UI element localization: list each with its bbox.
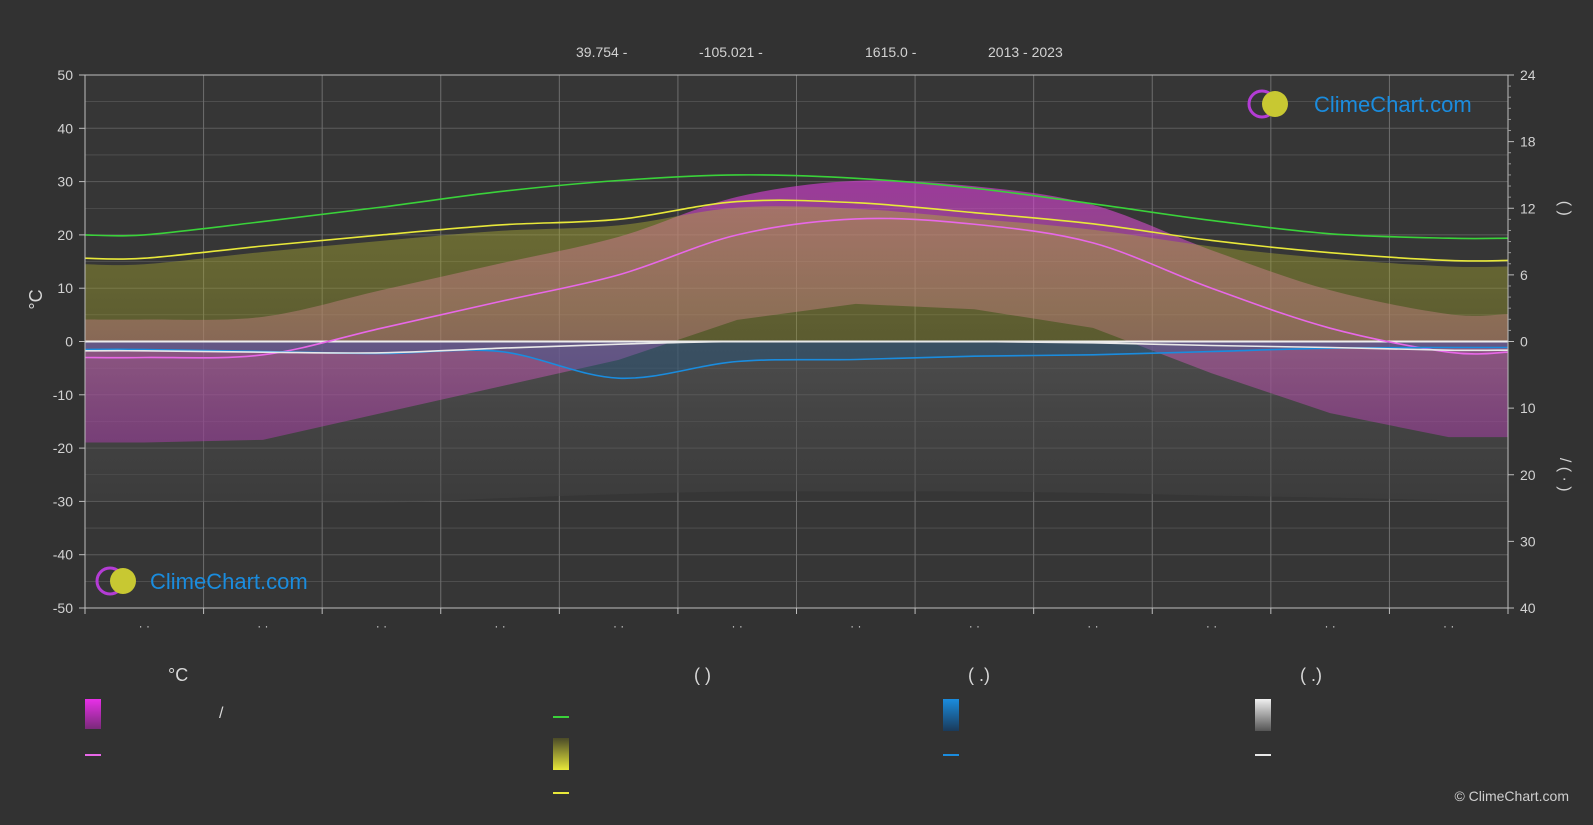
- sunshine-line: [84, 174, 1509, 240]
- temperature-mean-line: [84, 217, 1509, 359]
- x-tick-label: · ·: [850, 619, 861, 633]
- axes: 50 40 30 20 10 0 -10 -20 -30 -40 -50 °C 24 18 12 6 0 10 20…: [26, 67, 1573, 633]
- data-lines: [84, 174, 1509, 380]
- header-elevation: 1615.0 -: [865, 44, 917, 60]
- legend-line-temp-mean: [85, 754, 101, 756]
- y-left-axis-label: °C: [26, 289, 46, 309]
- header-latitude: 39.754 -: [576, 44, 628, 60]
- x-tick-label: · ·: [376, 619, 387, 633]
- legend-swatch-snow: [1255, 699, 1271, 731]
- y-left-tick-label: -20: [53, 440, 73, 456]
- header-longitude: -105.021 -: [699, 44, 763, 60]
- x-tick-label: · ·: [257, 619, 268, 633]
- logo-sun-icon: [110, 568, 136, 594]
- y-right-bottom-axis-label: / ( · ): [1556, 458, 1573, 492]
- legend-header-rain: ( .): [968, 665, 990, 685]
- y-left-tick-label: -30: [53, 493, 73, 509]
- legend-header-snow: ( .): [1300, 665, 1322, 685]
- daylight-line: [84, 199, 1509, 262]
- header-years: 2013 - 2023: [988, 44, 1063, 60]
- logo-top: ClimeChart.com: [1247, 89, 1472, 119]
- y-right-bottom-tick-label: 30: [1520, 533, 1536, 549]
- x-tick-label: · ·: [969, 619, 980, 633]
- y-right-top-tick-label: 6: [1520, 267, 1528, 283]
- legend-header-sun: ( ): [694, 665, 711, 685]
- x-tick-label: · ·: [1087, 619, 1098, 633]
- x-tick-label: · ·: [494, 619, 505, 633]
- logo-sun-icon: [1262, 91, 1288, 117]
- y-right-top-tick-label: 24: [1520, 67, 1536, 83]
- y-left-tick-label: 20: [57, 227, 73, 243]
- y-right-top-axis-label: ( ): [1556, 201, 1573, 216]
- y-left-tick-label: -50: [53, 600, 73, 616]
- x-tick-label: · ·: [732, 619, 743, 633]
- data-bands: [85, 180, 1508, 504]
- snow-line: [84, 340, 1509, 354]
- x-tick-label: · ·: [139, 619, 150, 633]
- daylight-band: [85, 206, 1508, 342]
- x-tick-label: · ·: [613, 619, 624, 633]
- legend-line-daylight: [553, 792, 569, 794]
- y-left-tick-label: 10: [57, 280, 73, 296]
- y-left-tick-label: 30: [57, 174, 73, 190]
- legend-header-temperature: °C: [168, 665, 189, 685]
- legend-swatch-temp-range: [85, 699, 101, 729]
- y-left-tick-label: -40: [53, 547, 73, 563]
- y-left-tick-label: -10: [53, 387, 73, 403]
- legend-line-rain: [943, 754, 959, 756]
- legend-swatch-daylight: [553, 738, 569, 770]
- legend-line-sunshine: [553, 716, 569, 718]
- y-right-top-tick-label: 0: [1520, 334, 1528, 350]
- x-tick-label: · ·: [1206, 619, 1217, 633]
- x-tick-label: · ·: [1324, 619, 1335, 633]
- logo-bottom: ClimeChart.com: [95, 566, 308, 596]
- climate-chart: 50 40 30 20 10 0 -10 -20 -30 -40 -50 °C 24 18 12 6 0 10 20…: [26, 67, 1573, 633]
- logo-top-text: ClimeChart.com: [1314, 92, 1472, 117]
- y-right-top-tick-label: 12: [1520, 200, 1536, 216]
- y-right-top-tick-label: 18: [1520, 134, 1536, 150]
- y-right-bottom-tick-label: 20: [1520, 467, 1536, 483]
- x-tick-label: · ·: [1443, 619, 1454, 633]
- legend-line-snow: [1255, 754, 1271, 756]
- logo-bottom-text: ClimeChart.com: [150, 569, 308, 594]
- y-left-tick-label: 40: [57, 120, 73, 136]
- y-left-tick-label: 0: [65, 334, 73, 350]
- y-right-bottom-tick-label: 40: [1520, 600, 1536, 616]
- y-left-tick-label: 50: [57, 67, 73, 83]
- copyright-text: © ClimeChart.com: [1454, 788, 1569, 804]
- y-right-bottom-tick-label: 10: [1520, 400, 1536, 416]
- legend-swatch-rain: [943, 699, 959, 731]
- legend-temp-range-text: /: [219, 705, 224, 722]
